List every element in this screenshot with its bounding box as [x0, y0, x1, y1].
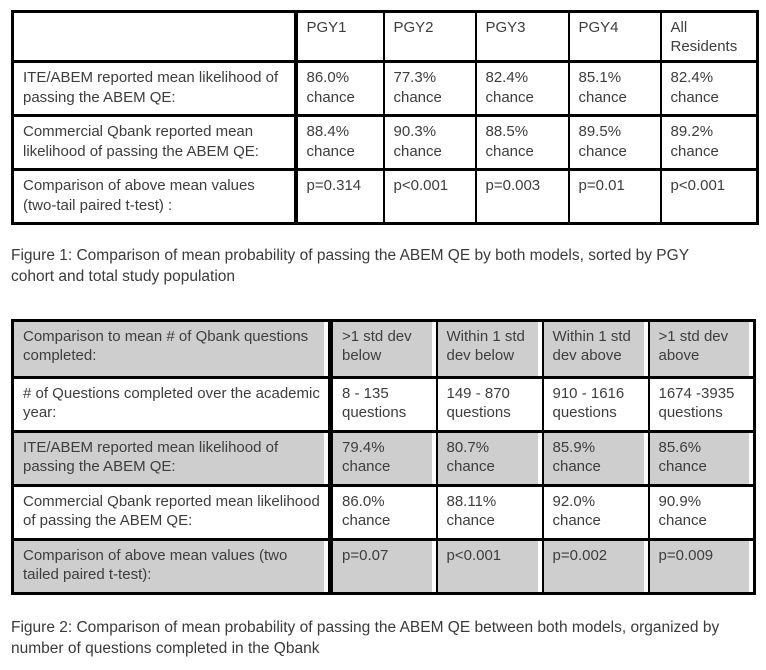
- figure2-caption: Figure 2: Comparison of mean probability…: [11, 619, 720, 657]
- figure1-header-pgy1: PGY1: [294, 9, 385, 64]
- value-cell: 86.0% chance: [329, 484, 438, 542]
- value-cell: 79.4% chance: [329, 430, 438, 488]
- figure1-header-pgy2: PGY2: [382, 9, 477, 64]
- figure1-table: PGY1 PGY2 PGY3 PGY4 All Residents ITE/AB…: [11, 9, 759, 226]
- value-cell: 90.3% chance: [382, 114, 477, 172]
- row-label: ITE/ABEM reported mean likelihood of pas…: [11, 60, 298, 118]
- value-cell: 89.5% chance: [567, 114, 662, 172]
- value-cell: Within 1 std dev below: [435, 319, 544, 380]
- value-cell: 90.9% chance: [647, 484, 756, 542]
- value-cell: 149 - 870 questions: [435, 376, 544, 434]
- value-cell: 82.4% chance: [474, 60, 570, 118]
- value-cell: p=0.003: [474, 168, 570, 226]
- value-cell: 88.11% chance: [435, 484, 544, 542]
- table-row: # of Questions completed over the academ…: [11, 376, 756, 434]
- table-row: Comparison of above mean values (two-tai…: [11, 168, 759, 226]
- value-cell: 88.4% chance: [294, 114, 385, 172]
- value-cell: 85.1% chance: [567, 60, 662, 118]
- figure1-caption: Figure 1: Comparison of mean probability…: [11, 247, 689, 285]
- row-label: Comparison of above mean values (two-tai…: [11, 168, 298, 226]
- value-cell: 92.0% chance: [541, 484, 650, 542]
- value-cell: 8 - 135 questions: [329, 376, 438, 434]
- figure1-header-pgy3: PGY3: [474, 9, 570, 64]
- row-label: Commercial Qbank reported mean likelihoo…: [11, 114, 298, 172]
- value-cell: p=0.07: [329, 538, 438, 596]
- row-label: ITE/ABEM reported mean likelihood of pas…: [11, 430, 333, 488]
- row-label: Commercial Qbank reported mean likelihoo…: [11, 484, 333, 542]
- value-cell: 89.2% chance: [659, 114, 759, 172]
- value-cell: 82.4% chance: [659, 60, 759, 118]
- value-cell: p<0.001: [435, 538, 544, 596]
- value-cell: p<0.001: [659, 168, 759, 226]
- figure2-table: Comparison to mean # of Qbank questions …: [11, 319, 756, 596]
- value-cell: 77.3% chance: [382, 60, 477, 118]
- value-cell: 910 - 1616 questions: [541, 376, 650, 434]
- table-row: ITE/ABEM reported mean likelihood of pas…: [11, 60, 759, 118]
- value-cell: Within 1 std dev above: [541, 319, 650, 380]
- value-cell: >1 std dev above: [647, 319, 756, 380]
- value-cell: 80.7% chance: [435, 430, 544, 488]
- row-label: Comparison to mean # of Qbank questions …: [11, 319, 333, 380]
- value-cell: 85.6% chance: [647, 430, 756, 488]
- value-cell: p<0.001: [382, 168, 477, 226]
- figure1-header-row: PGY1 PGY2 PGY3 PGY4 All Residents: [11, 9, 759, 64]
- value-cell: 85.9% chance: [541, 430, 650, 488]
- table-row: ITE/ABEM reported mean likelihood of pas…: [11, 430, 756, 488]
- value-cell: p=0.314: [294, 168, 385, 226]
- table-row: Comparison to mean # of Qbank questions …: [11, 319, 756, 380]
- value-cell: p=0.009: [647, 538, 756, 596]
- value-cell: p=0.002: [541, 538, 650, 596]
- row-label: Comparison of above mean values (two tai…: [11, 538, 333, 596]
- value-cell: 1674 -3935 questions: [647, 376, 756, 434]
- figure1-header-all-residents: All Residents: [659, 9, 759, 64]
- table-row: Commercial Qbank reported mean likelihoo…: [11, 484, 756, 542]
- value-cell: >1 std dev below: [329, 319, 438, 380]
- value-cell: 86.0% chance: [294, 60, 385, 118]
- value-cell: 88.5% chance: [474, 114, 570, 172]
- table-row: Commercial Qbank reported mean likelihoo…: [11, 114, 759, 172]
- figure1-header-pgy4: PGY4: [567, 9, 662, 64]
- row-label: # of Questions completed over the academ…: [11, 376, 333, 434]
- table-row: Comparison of above mean values (two tai…: [11, 538, 756, 596]
- value-cell: p=0.01: [567, 168, 662, 226]
- figure1-header-empty-cell: [11, 9, 298, 64]
